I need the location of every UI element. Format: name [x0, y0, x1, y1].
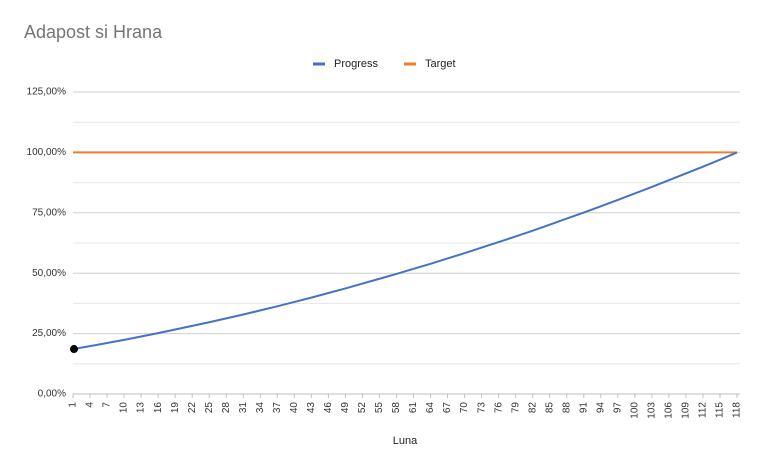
x-tick-label: 106 [664, 402, 675, 419]
x-tick-label: 40 [289, 402, 300, 414]
x-tick-label: 118 [732, 402, 743, 418]
x-tick-label: 109 [681, 402, 692, 419]
x-tick-label: 28 [221, 402, 232, 414]
x-tick-label: 82 [527, 402, 538, 414]
x-tick-label: 4 [85, 402, 96, 408]
x-tick-label: 52 [357, 402, 368, 414]
x-tick-label: 55 [374, 402, 385, 414]
x-tick-label: 19 [170, 402, 181, 414]
x-tick-label: 88 [561, 402, 572, 414]
x-tick-label: 49 [340, 402, 351, 414]
x-tick-label: 70 [459, 402, 470, 414]
x-tick-label: 64 [425, 402, 436, 414]
x-tick-label: 16 [153, 402, 164, 414]
x-tick-label: 34 [255, 402, 266, 414]
y-tick-label: 125,00% [27, 87, 67, 98]
x-tick-label: 115 [715, 402, 726, 418]
y-tick-label: 0,00% [38, 389, 66, 400]
y-tick-label: 75,00% [32, 207, 66, 218]
x-tick-label: 79 [510, 402, 521, 414]
start-marker [70, 345, 78, 354]
legend-label: Target [425, 58, 456, 70]
x-axis-title: Luna [393, 435, 418, 447]
legend-label: Progress [334, 58, 379, 70]
x-tick-label: 7 [102, 402, 113, 408]
chart-title: Adapost si Hrana [24, 22, 163, 42]
y-tick-label: 50,00% [32, 268, 66, 279]
x-tick-label: 31 [238, 402, 249, 414]
x-tick-label: 97 [612, 402, 623, 414]
x-tick-label: 37 [272, 402, 283, 414]
x-tick-label: 94 [595, 402, 606, 414]
y-tick-label: 25,00% [32, 328, 66, 339]
x-tick-label: 76 [493, 402, 504, 414]
x-tick-label: 73 [476, 402, 487, 414]
x-tick-label: 1 [68, 402, 79, 408]
x-tick-label: 112 [698, 402, 709, 418]
x-tick-label: 61 [408, 402, 419, 414]
x-tick-label: 85 [544, 402, 555, 414]
x-tick-label: 13 [136, 402, 147, 414]
x-tick-label: 100 [629, 402, 640, 419]
x-tick-label: 58 [391, 402, 402, 414]
x-tick-label: 67 [442, 402, 453, 414]
x-tick-label: 103 [647, 402, 658, 419]
x-tick-label: 22 [187, 402, 198, 414]
x-tick-label: 46 [323, 402, 334, 414]
x-tick-label: 25 [204, 402, 215, 414]
x-tick-label: 91 [578, 402, 589, 414]
y-tick-label: 100,00% [27, 147, 67, 158]
x-tick-label: 43 [306, 402, 317, 414]
x-tick-label: 10 [119, 402, 130, 414]
series-line [72, 151, 738, 351]
